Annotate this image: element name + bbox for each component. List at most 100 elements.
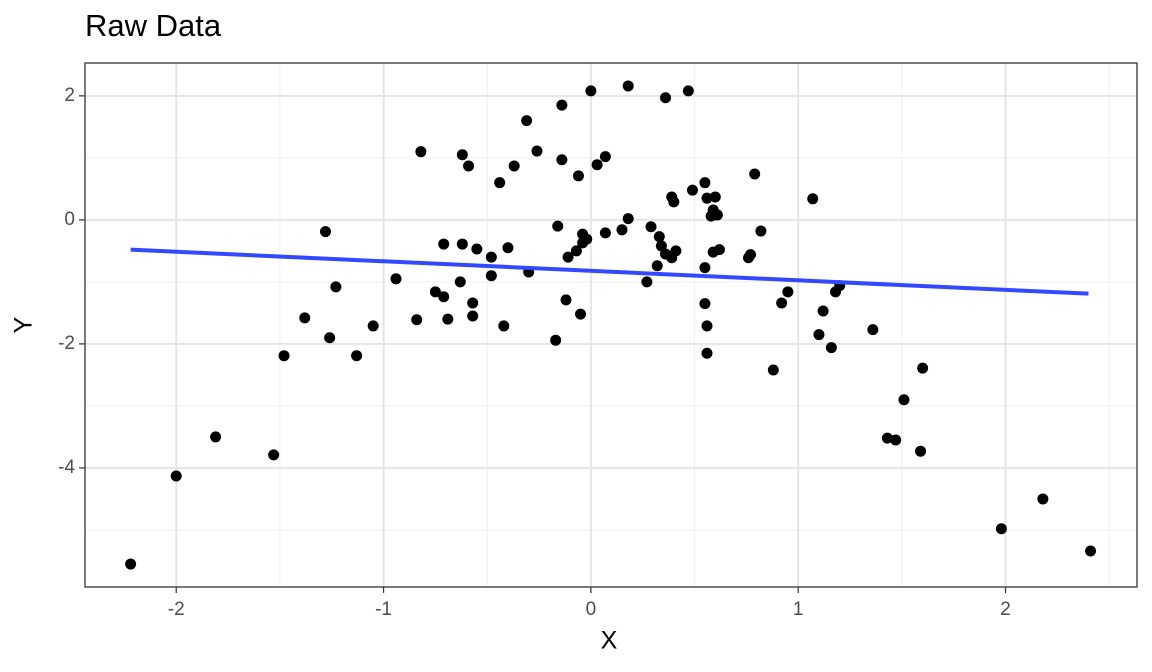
point: [498, 320, 510, 332]
point: [125, 558, 137, 570]
point: [467, 297, 479, 309]
point: [494, 177, 506, 189]
point: [709, 191, 721, 203]
point: [699, 298, 711, 310]
point: [581, 233, 593, 245]
point: [653, 231, 665, 243]
point: [817, 305, 829, 317]
point: [622, 80, 634, 92]
y-tick-label: -4: [58, 457, 75, 478]
point: [268, 449, 280, 461]
point: [411, 314, 423, 326]
point: [622, 213, 634, 225]
point: [701, 192, 713, 204]
point: [713, 244, 725, 256]
point: [415, 146, 427, 158]
point: [170, 470, 182, 482]
point: [668, 196, 680, 208]
point: [299, 312, 311, 324]
point: [825, 342, 837, 354]
point: [599, 227, 611, 239]
point: [807, 193, 819, 205]
point: [320, 226, 332, 238]
point: [485, 270, 497, 282]
point: [508, 160, 520, 172]
point: [454, 276, 466, 288]
point: [699, 262, 711, 274]
point: [651, 260, 663, 272]
point: [502, 242, 514, 254]
point: [749, 168, 761, 180]
panel-border: [84, 62, 1138, 588]
y-tick-label: 2: [64, 85, 75, 106]
point: [467, 310, 479, 322]
x-tick-label: -2: [168, 599, 185, 620]
x-tick-label: 0: [586, 599, 597, 620]
fit-line: [130, 247, 1089, 296]
chart-title: Raw Data: [85, 8, 222, 43]
point: [686, 184, 698, 196]
point: [531, 145, 543, 157]
point: [745, 249, 757, 261]
point: [898, 394, 910, 406]
point: [641, 276, 653, 288]
point: [711, 209, 723, 221]
y-tick-label: -2: [58, 333, 75, 354]
point: [560, 294, 572, 306]
point: [699, 177, 711, 189]
point: [776, 297, 788, 309]
x-axis-title: X: [601, 627, 618, 655]
point: [782, 286, 794, 298]
point: [881, 432, 893, 444]
point: [682, 85, 694, 97]
point: [351, 350, 363, 362]
point: [599, 151, 611, 163]
y-tick-label: 0: [64, 209, 75, 230]
point: [330, 281, 342, 293]
point: [438, 291, 450, 303]
point: [438, 238, 450, 250]
point: [616, 224, 628, 236]
point: [463, 160, 475, 172]
x-tick-label: 1: [793, 599, 804, 620]
point: [1037, 493, 1049, 505]
point: [890, 434, 902, 446]
point: [645, 221, 657, 233]
point: [585, 85, 597, 97]
point: [591, 159, 603, 171]
y-axis-title: Y: [10, 316, 38, 333]
point: [521, 115, 533, 127]
point: [995, 523, 1007, 535]
point: [550, 334, 562, 346]
point: [915, 445, 927, 457]
point: [917, 362, 929, 374]
point: [813, 329, 825, 341]
point: [324, 332, 336, 344]
point: [429, 286, 441, 298]
point: [556, 154, 568, 166]
point: [485, 251, 497, 263]
point: [562, 251, 574, 263]
point: [572, 170, 584, 182]
point: [442, 313, 454, 325]
point: [390, 273, 402, 285]
point: [367, 320, 379, 332]
point: [210, 431, 222, 443]
point: [456, 238, 468, 250]
point: [867, 324, 879, 336]
point: [1085, 545, 1097, 557]
point: [701, 320, 713, 332]
x-tick-label: 2: [1000, 599, 1011, 620]
point: [552, 220, 564, 232]
point: [660, 92, 672, 104]
point: [570, 245, 582, 257]
point: [670, 245, 682, 257]
point: [701, 347, 713, 359]
point: [767, 364, 779, 376]
point: [278, 350, 290, 362]
point: [556, 99, 568, 111]
point: [471, 243, 483, 255]
x-tick-label: -1: [375, 599, 392, 620]
point: [575, 308, 587, 320]
